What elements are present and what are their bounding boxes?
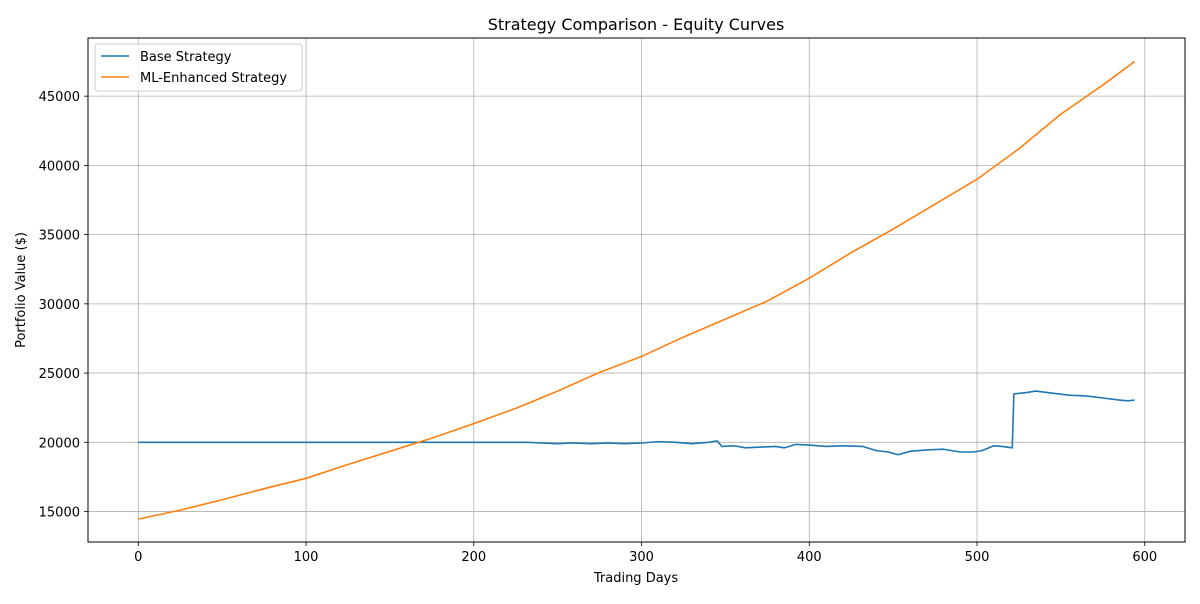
legend-box bbox=[94, 43, 303, 92]
y-tick-label: 40000 bbox=[39, 159, 80, 174]
legend-label-ml: ML-Enhanced Strategy bbox=[140, 71, 287, 86]
y-tick-label: 20000 bbox=[39, 436, 80, 451]
series-line-ml-enhanced-strategy bbox=[138, 60, 1136, 520]
x-tick-label: 200 bbox=[461, 550, 486, 565]
y-tick-label: 30000 bbox=[39, 298, 80, 313]
x-tick-label: 100 bbox=[294, 550, 319, 565]
series-layer bbox=[138, 60, 1136, 520]
legend-label-base: Base Strategy bbox=[140, 50, 232, 65]
x-axis-label: Trading Days bbox=[593, 571, 678, 586]
x-tick-label: 600 bbox=[1132, 550, 1157, 565]
y-tick-label: 15000 bbox=[39, 506, 80, 521]
y-tick-label: 25000 bbox=[39, 367, 80, 382]
plot-frame bbox=[87, 37, 1186, 543]
y-tick-label: 45000 bbox=[39, 90, 80, 105]
x-tick-label: 0 bbox=[134, 550, 142, 565]
tick-layer: 0 100 200 300 400 500 600 15000 20000 25000 30000 3… bbox=[39, 90, 1158, 565]
y-tick-label: 35000 bbox=[39, 229, 80, 244]
x-tick-label: 300 bbox=[629, 550, 654, 565]
series-line-base-strategy bbox=[138, 390, 1135, 456]
chart-title: Strategy Comparison - Equity Curves bbox=[488, 15, 785, 34]
y-axis-label: Portfolio Value ($) bbox=[14, 232, 29, 348]
x-tick-label: 400 bbox=[797, 550, 822, 565]
x-tick-label: 500 bbox=[965, 550, 990, 565]
legend: Base Strategy ML-Enhanced Strategy bbox=[94, 43, 303, 92]
